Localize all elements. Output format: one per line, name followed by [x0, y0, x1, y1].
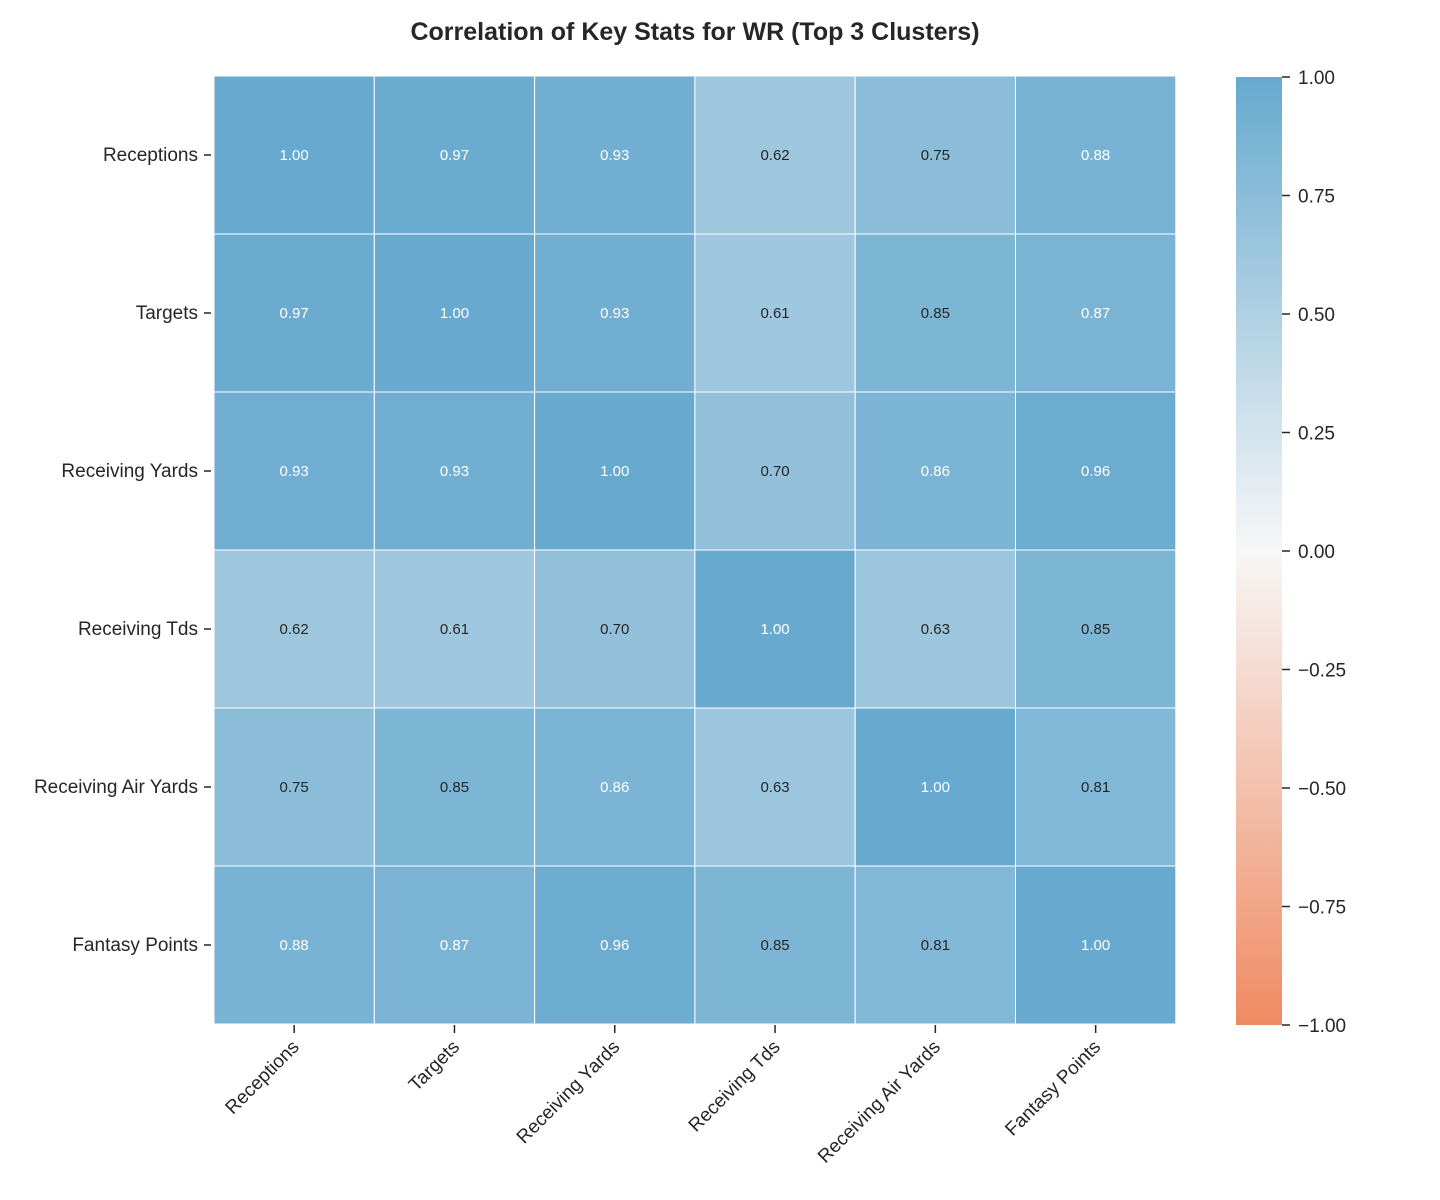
heatmap-cell — [213, 391, 375, 551]
colorbar-tick-label: −0.50 — [1298, 779, 1346, 800]
cell-value-label: 1.00 — [921, 779, 950, 796]
colorbar-tick-label: 0.75 — [1298, 187, 1335, 208]
x-tick-label: Receiving Yards — [513, 1037, 624, 1148]
y-tick-label: Receptions — [103, 145, 198, 166]
heatmap-cell — [694, 75, 856, 235]
heatmap-cell — [694, 549, 856, 709]
cell-value-label: 0.70 — [600, 621, 629, 638]
cell-value-label: 0.93 — [600, 147, 629, 164]
cell-value-label: 0.75 — [921, 147, 950, 164]
heatmap-cell — [534, 549, 696, 709]
x-tick-label: Receiving Air Yards — [814, 1037, 945, 1168]
x-tick-label: Receptions — [222, 1037, 304, 1119]
cell-value-label: 0.97 — [280, 305, 309, 322]
y-tick-label: Targets — [136, 303, 198, 324]
cell-value-label: 0.93 — [600, 305, 629, 322]
colorbar-tick-label: 0.25 — [1298, 424, 1335, 445]
heatmap-cell — [694, 391, 856, 551]
heatmap-cell — [854, 865, 1017, 1025]
cell-value-label: 0.75 — [280, 779, 309, 796]
heatmap-cell — [373, 391, 536, 551]
cell-value-label: 0.81 — [1081, 779, 1110, 796]
cell-value-label: 1.00 — [760, 621, 789, 638]
heatmap-cell — [1015, 549, 1177, 709]
cell-value-label: 0.61 — [440, 621, 469, 638]
x-tick-label: Receiving Tds — [685, 1037, 785, 1137]
cell-value-label: 0.96 — [600, 937, 629, 954]
cell-value-label: 0.85 — [1081, 621, 1110, 638]
cell-value-label: 0.86 — [921, 463, 950, 480]
heatmap-cell — [373, 233, 536, 393]
x-tick-label: Fantasy Points — [1001, 1037, 1105, 1141]
y-tick-label: Receiving Tds — [78, 619, 198, 640]
cell-value-label: 0.70 — [760, 463, 789, 480]
cell-value-label: 0.62 — [280, 621, 309, 638]
heatmap-cell — [854, 549, 1017, 709]
cell-value-label: 1.00 — [280, 147, 309, 164]
heatmap-cell — [213, 707, 375, 867]
cell-value-label: 0.88 — [280, 937, 309, 954]
cell-value-label: 0.81 — [921, 937, 950, 954]
heatmap-cell — [213, 75, 375, 235]
cell-value-label: 0.62 — [760, 147, 789, 164]
x-tick-label: Targets — [405, 1037, 464, 1096]
cell-value-label: 0.97 — [440, 147, 469, 164]
colorbar-tick-label: −1.00 — [1298, 1016, 1346, 1037]
cell-value-label: 0.63 — [921, 621, 950, 638]
heatmap-cell — [694, 233, 856, 393]
colorbar-tick-label: 1.00 — [1298, 68, 1335, 89]
chart-title: Correlation of Key Stats for WR (Top 3 C… — [410, 18, 980, 46]
cell-value-label: 0.85 — [921, 305, 950, 322]
heatmap-cell — [1015, 75, 1177, 235]
cell-value-label: 0.86 — [600, 779, 629, 796]
cell-value-label: 1.00 — [1081, 937, 1110, 954]
heatmap-cell — [1015, 707, 1177, 867]
heatmap-cell — [373, 549, 536, 709]
heatmap-cell — [854, 391, 1017, 551]
cell-value-label: 1.00 — [440, 305, 469, 322]
heatmap-cell — [534, 391, 696, 551]
cell-value-label: 0.85 — [440, 779, 469, 796]
heatmap-cell — [694, 865, 856, 1025]
cell-value-label: 0.85 — [760, 937, 789, 954]
heatmap-cell — [534, 75, 696, 235]
cell-value-label: 0.87 — [440, 937, 469, 954]
heatmap-cell — [373, 707, 536, 867]
cell-value-label: 0.88 — [1081, 147, 1110, 164]
colorbar-tick-label: 0.50 — [1298, 305, 1335, 326]
heatmap-cell — [534, 865, 696, 1025]
colorbar — [1236, 77, 1282, 1025]
colorbar-tick-label: 0.00 — [1298, 542, 1335, 563]
cell-value-label: 1.00 — [600, 463, 629, 480]
colorbar-tick-label: −0.75 — [1298, 898, 1346, 919]
cell-value-label: 0.93 — [440, 463, 469, 480]
cell-value-label: 0.87 — [1081, 305, 1110, 322]
heatmap-cell — [1015, 391, 1177, 551]
colorbar-tick-label: −0.25 — [1298, 661, 1346, 682]
heatmap-cell — [373, 75, 536, 235]
heatmap-cell — [534, 233, 696, 393]
y-tick-label: Receiving Air Yards — [34, 777, 198, 798]
heatmap-cell — [213, 865, 375, 1025]
cell-value-label: 0.96 — [1081, 463, 1110, 480]
heatmap-cell — [854, 707, 1017, 867]
y-tick-label: Receiving Yards — [61, 461, 198, 482]
y-tick-label: Fantasy Points — [72, 935, 198, 956]
heatmap-cell — [213, 549, 375, 709]
heatmap-cell — [213, 233, 375, 393]
heatmap-cell — [1015, 865, 1177, 1025]
cell-value-label: 0.61 — [760, 305, 789, 322]
cell-value-label: 0.93 — [280, 463, 309, 480]
cell-value-label: 0.63 — [760, 779, 789, 796]
heatmap-cell — [1015, 233, 1177, 393]
